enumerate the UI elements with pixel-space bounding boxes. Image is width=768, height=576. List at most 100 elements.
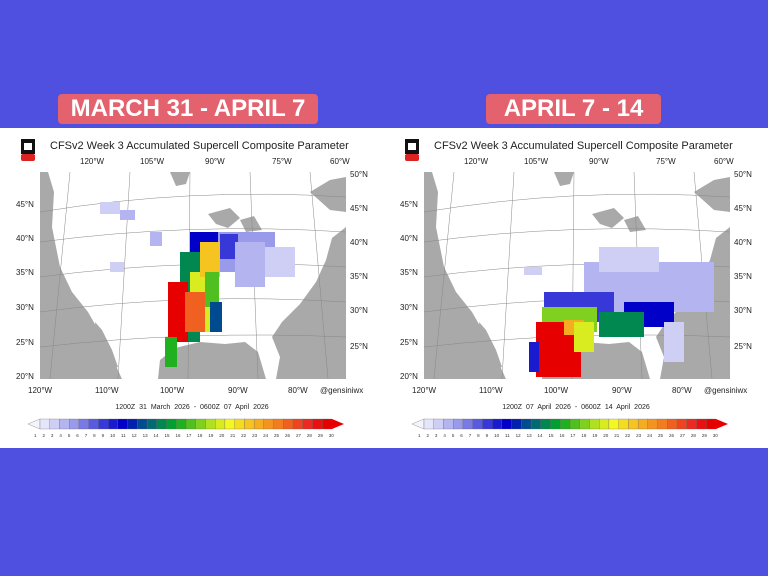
left-lat-label: 45°N [400, 200, 418, 209]
bottom-lon-label: 80°W [288, 386, 308, 395]
colorbar-swatch [244, 418, 255, 430]
colorbar-tick-label: 5 [451, 433, 455, 438]
colorbar-max-arrow [332, 419, 344, 429]
left-lat-label: 25°N [16, 338, 34, 347]
colorbar-tick-label: 15 [164, 433, 170, 438]
date-range-banner: APRIL 7 - 14 [486, 94, 661, 124]
bottom-lon-label: 110°W [479, 386, 503, 395]
colorbar-swatch [608, 418, 619, 430]
colorbar-swatch [156, 418, 167, 430]
left-lat-label: 35°N [16, 268, 34, 277]
colorbar-tick-label: 6 [460, 433, 463, 438]
colorbar-tick-label: 21 [614, 433, 620, 438]
colorbar-tick-label: 5 [67, 433, 71, 438]
date-range-banner: MARCH 31 - APRIL 7 [58, 94, 318, 124]
colorbar-tick-label: 20 [603, 433, 609, 438]
scp-grid-cell [100, 202, 120, 214]
scp-grid-cell [220, 234, 238, 259]
right-lat-label: 35°N [734, 272, 752, 281]
left-lat-label: 20°N [400, 372, 418, 381]
chart-title: CFSv2 Week 3 Accumulated Supercell Compo… [50, 140, 349, 152]
colorbar-tick-label: 10 [110, 433, 116, 438]
colorbar-tick-label: 16 [559, 433, 565, 438]
right-lat-label: 30°N [350, 306, 368, 315]
colorbar-swatch [283, 418, 294, 430]
colorbar-swatch [453, 418, 464, 430]
colorbar-swatch [433, 418, 444, 430]
colorbar-swatch [647, 418, 658, 430]
colorbar-tick-label: 14 [537, 433, 543, 438]
colorbar-tick-label: 28 [306, 433, 312, 438]
gulf-of-mexico [158, 342, 266, 379]
colorbar-swatch [195, 418, 206, 430]
colorbar-swatch [462, 418, 473, 430]
scp-grid-cell [205, 272, 219, 307]
colorbar-tick-label: 22 [625, 433, 631, 438]
colorbar-tick-label: 23 [636, 433, 642, 438]
colorbar-swatch [676, 418, 687, 430]
colorbar-swatch [637, 418, 649, 430]
colorbar-swatch [569, 418, 580, 430]
right-lat-label: 30°N [734, 306, 752, 315]
atlantic-canada [310, 177, 346, 212]
right-lat-label: 25°N [350, 342, 368, 351]
colorbar-tick-label: 24 [263, 433, 269, 438]
colorbar-swatch [166, 418, 177, 430]
colorbar-tick-label: 8 [477, 433, 480, 438]
colorbar-tick-label: 19 [592, 433, 598, 438]
colorbar-tick-label: 9 [485, 433, 489, 438]
atlantic-canada [694, 177, 730, 212]
pacific-ocean [424, 172, 506, 379]
colorbar-swatch [312, 418, 323, 430]
colorbar-tick-label: 23 [252, 433, 258, 438]
colorbar-swatch [98, 418, 109, 430]
right-lat-label: 40°N [734, 238, 752, 247]
colorbar-tick-label: 2 [426, 433, 429, 438]
colorbar-min-arrow [412, 418, 425, 430]
scp-grid-cell [235, 242, 265, 287]
left-lat-label: 20°N [16, 372, 34, 381]
top-lon-label: 75°W [272, 157, 292, 166]
colorbar-swatch [205, 418, 216, 430]
panel-march31-april7: CFSv2 Week 3 Accumulated Supercell Compo… [0, 94, 384, 448]
colorbar-swatch [88, 418, 99, 430]
colorbar-swatch [530, 418, 541, 430]
colorbar-swatch [579, 418, 590, 430]
scp-grid-cell [168, 282, 188, 342]
colorbar-swatch [443, 418, 454, 430]
colorbar-tick-label: 11 [505, 433, 510, 438]
colorbar-swatch [686, 418, 697, 430]
colorbar-swatch [292, 418, 303, 430]
colorbar-tick-label: 4 [443, 433, 446, 438]
colorbar-swatch [49, 418, 60, 430]
colorbar-tick-label: 1 [418, 433, 421, 438]
colorbar-tick-label: 16 [175, 433, 181, 438]
top-lon-label: 90°W [205, 157, 225, 166]
gulf-of-california [95, 322, 118, 368]
colorbar-swatch [224, 418, 235, 430]
colorbar-tick-label: 13 [142, 433, 148, 438]
scp-grid-cell [165, 337, 177, 367]
colorbar-swatch [263, 418, 274, 430]
colorbar-tick-label: 2 [42, 433, 45, 438]
colorbar-tick-label: 7 [84, 433, 88, 438]
colorbar-swatch [127, 418, 138, 430]
bottom-lon-label: 110°W [95, 386, 119, 395]
scp-grid-cell [200, 242, 220, 277]
time-range-label: 1200Z 07 April 2026 - 0600Z 14 April 202… [502, 404, 650, 411]
colorbar-tick-label: 12 [515, 433, 521, 438]
left-lat-label: 25°N [400, 338, 418, 347]
bottom-lon-label: 120°W [412, 386, 437, 395]
top-lon-label: 90°W [589, 157, 609, 166]
colorbar-swatch [423, 418, 434, 430]
colorbar-swatch [185, 418, 196, 430]
right-lat-label: 45°N [350, 204, 368, 213]
colorbar-tick-label: 18 [581, 433, 587, 438]
colorbar-swatch [215, 418, 226, 430]
scp-grid-cell [265, 247, 295, 277]
colorbar-min-arrow [28, 418, 41, 430]
colorbar-swatch [137, 418, 148, 430]
colorbar-tick-label: 1 [34, 433, 37, 438]
colorbar-swatch [550, 418, 561, 430]
colorbar-tick-label: 13 [526, 433, 532, 438]
